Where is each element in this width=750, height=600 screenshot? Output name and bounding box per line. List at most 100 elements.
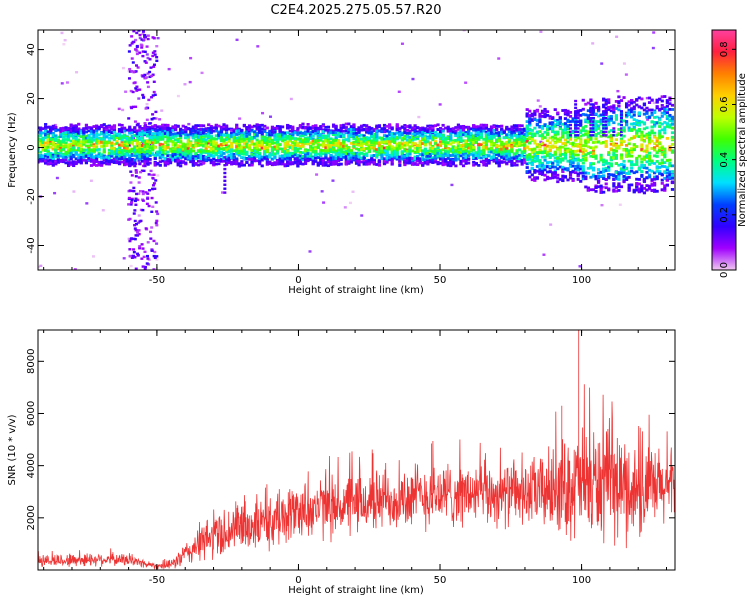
heatmap-cell — [139, 208, 143, 212]
heatmap-cell — [444, 159, 448, 163]
heatmap-cell — [247, 137, 252, 141]
heatmap-cell — [151, 187, 155, 191]
heatmap-cell — [130, 162, 134, 166]
heatmap-cell — [464, 140, 468, 143]
heatmap-cell — [140, 151, 145, 154]
heatmap-cell — [515, 144, 519, 148]
heatmap-cell — [155, 258, 159, 261]
heatmap-cell — [49, 153, 53, 157]
heatmap-cell — [214, 143, 218, 147]
heatmap-cell — [56, 135, 60, 139]
heatmap-cell — [354, 159, 359, 163]
heatmap-cell — [219, 147, 224, 151]
heatmap-cell — [517, 124, 522, 127]
heatmap-cell — [199, 159, 203, 163]
heatmap-cell — [291, 137, 295, 140]
heatmap-cell — [160, 109, 164, 112]
heatmap-cell — [53, 123, 57, 127]
heatmap-cell — [283, 134, 287, 138]
heatmap-cell — [60, 31, 64, 35]
heatmap-cell — [286, 134, 290, 138]
heatmap-cell — [273, 126, 277, 130]
heatmap-cell — [54, 151, 58, 155]
heatmap-cell — [138, 133, 142, 137]
heatmap-cell — [117, 123, 122, 127]
heatmap-cell — [444, 162, 448, 166]
heatmap-cell — [152, 65, 156, 68]
heatmap-cell — [204, 147, 208, 150]
heatmap-cell — [408, 145, 412, 149]
heatmap-cell — [194, 124, 198, 128]
heatmap-cell — [329, 153, 333, 157]
heatmap-cell — [309, 141, 313, 145]
heatmap-cell — [148, 127, 152, 131]
heatmap-cell — [145, 155, 150, 159]
heatmap-cell — [110, 125, 114, 129]
heatmap-cell — [107, 141, 111, 145]
heatmap-cell — [66, 151, 71, 155]
heatmap-cell — [130, 131, 134, 135]
heatmap-cell — [472, 154, 476, 157]
heatmap-cell — [151, 148, 155, 152]
heatmap-cell — [107, 136, 111, 140]
heatmap-cell — [484, 139, 489, 143]
heatmap-cell — [321, 136, 325, 140]
heatmap-cell — [156, 150, 160, 154]
heatmap-cell — [329, 163, 333, 166]
heatmap-cell — [44, 146, 48, 150]
heatmap-cell — [131, 40, 135, 44]
heatmap-cell — [444, 138, 448, 141]
heatmap-cell — [136, 221, 140, 225]
heatmap-cell — [477, 130, 481, 134]
heatmap-cell — [133, 199, 137, 203]
heatmap-cell — [418, 142, 422, 146]
heatmap-cell — [517, 148, 522, 152]
heatmap-cell — [464, 157, 468, 161]
heatmap-cell — [454, 131, 458, 135]
heatmap-cell — [176, 133, 180, 137]
heatmap-cell — [54, 129, 58, 133]
heatmap-cell — [158, 142, 162, 146]
heatmap-cell — [502, 145, 506, 149]
heatmap-cell — [347, 150, 351, 154]
heatmap-cell — [316, 161, 320, 165]
heatmap-cell — [461, 128, 466, 132]
heatmap-cell — [512, 134, 517, 137]
heatmap-cell — [181, 155, 185, 159]
heatmap-cell — [56, 128, 60, 132]
heatmap-cell — [232, 136, 236, 140]
heatmap-cell — [132, 212, 136, 215]
heatmap-cell — [385, 158, 389, 162]
heatmap-cell — [230, 131, 234, 135]
heatmap-cell — [418, 153, 422, 156]
heatmap-cell — [184, 125, 188, 129]
heatmap-cell — [469, 138, 473, 142]
heatmap-cell — [326, 164, 331, 168]
heatmap-cell — [186, 142, 190, 146]
heatmap-cell — [433, 136, 438, 140]
heatmap-cell — [181, 131, 185, 135]
heatmap-cell — [184, 146, 188, 150]
heatmap-cell — [301, 125, 305, 129]
heatmap-cell — [134, 175, 138, 178]
heatmap-cell — [413, 132, 417, 136]
heatmap-cell — [224, 141, 229, 145]
heatmap-cell — [202, 150, 206, 154]
heatmap-cell — [298, 131, 303, 135]
heatmap-cell — [403, 137, 407, 141]
heatmap-cell — [194, 134, 198, 137]
heatmap-cell — [510, 134, 514, 138]
heatmap-cell — [354, 133, 359, 137]
heatmap-cell — [418, 144, 422, 148]
heatmap-cell — [507, 138, 511, 142]
heatmap-cell — [329, 144, 333, 147]
heatmap-cell — [100, 164, 104, 167]
heatmap-cell — [147, 204, 151, 208]
heatmap-cell — [433, 124, 438, 128]
heatmap-cell — [265, 146, 269, 150]
heatmap-cell — [464, 159, 468, 163]
heatmap-cell — [230, 144, 234, 147]
heatmap-cell — [512, 144, 517, 148]
heatmap-cell — [173, 132, 178, 136]
heatmap-cell — [171, 152, 175, 156]
